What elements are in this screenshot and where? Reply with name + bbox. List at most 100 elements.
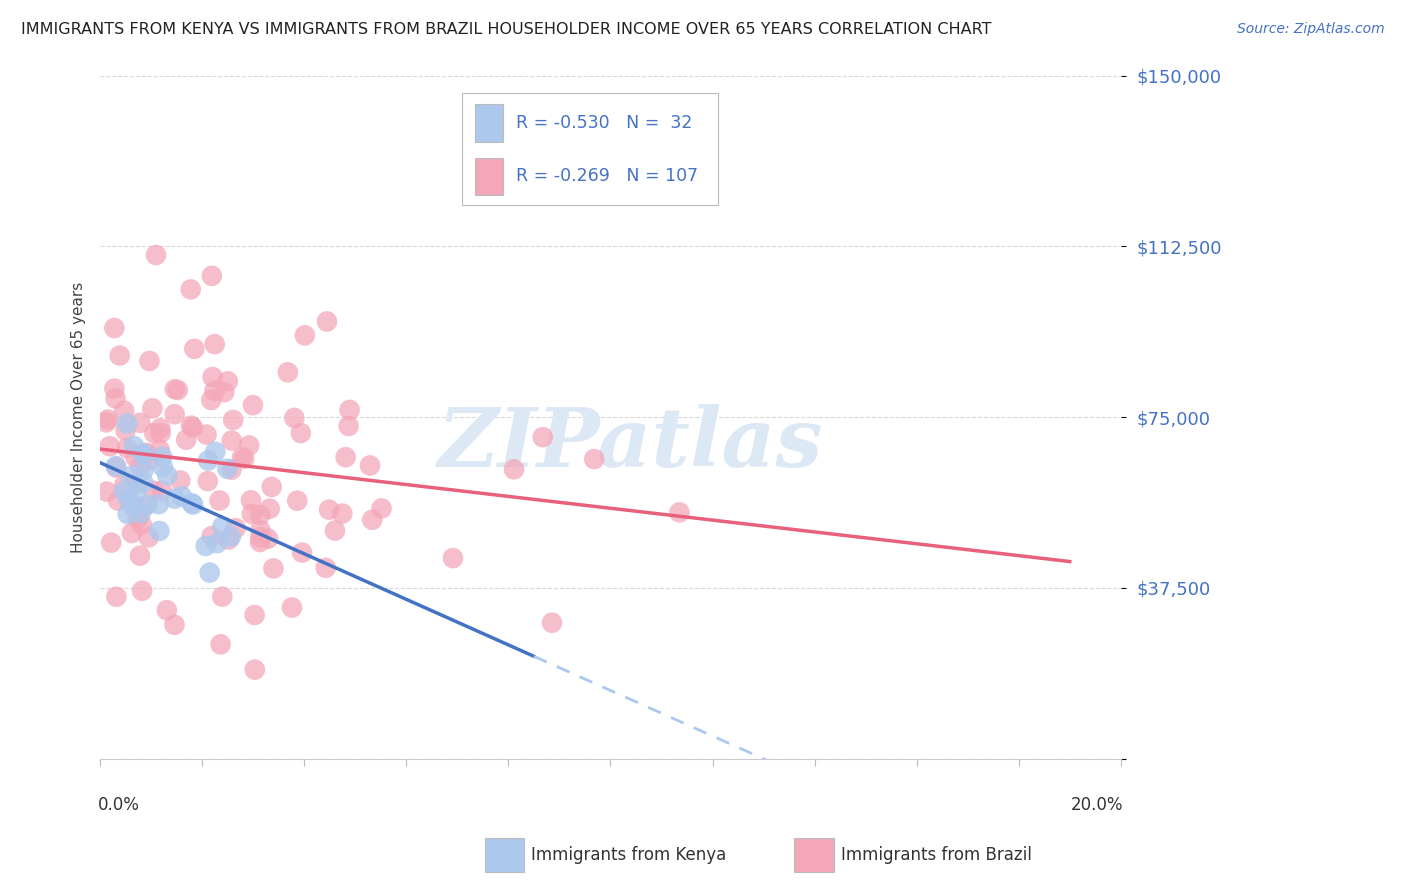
Point <box>211 590 233 604</box>
FancyBboxPatch shape <box>463 93 717 205</box>
Point <box>583 452 606 467</box>
Point <box>201 529 224 543</box>
Point <box>131 583 153 598</box>
Point <box>197 474 219 488</box>
Point <box>115 441 138 455</box>
Point <box>221 434 243 448</box>
Point <box>135 446 157 460</box>
Point <box>163 491 186 506</box>
Point <box>222 413 245 427</box>
Point <box>152 460 174 475</box>
Point <box>124 477 146 491</box>
Point <box>214 385 236 400</box>
Point <box>249 535 271 549</box>
Point <box>219 530 242 544</box>
Point <box>531 430 554 444</box>
Point <box>243 607 266 622</box>
Point <box>132 447 155 461</box>
Text: Immigrants from Kenya: Immigrants from Kenya <box>531 847 727 864</box>
Point <box>197 453 219 467</box>
Point <box>281 600 304 615</box>
Text: 20.0%: 20.0% <box>1070 797 1123 814</box>
Point <box>211 519 233 533</box>
Point <box>129 549 152 563</box>
Point <box>180 496 202 510</box>
Point <box>124 484 146 499</box>
Point <box>129 459 152 474</box>
Point <box>131 517 153 532</box>
Point <box>262 561 284 575</box>
Point <box>315 561 337 575</box>
Point <box>290 425 312 440</box>
Point <box>115 417 138 431</box>
Text: Source: ZipAtlas.com: Source: ZipAtlas.com <box>1237 22 1385 37</box>
Text: R = -0.530   N =  32: R = -0.530 N = 32 <box>516 113 692 132</box>
Point <box>183 342 205 356</box>
Point <box>257 532 280 546</box>
Point <box>138 354 160 368</box>
Point <box>294 328 316 343</box>
Point <box>316 314 339 328</box>
Point <box>217 375 239 389</box>
Point <box>503 462 526 476</box>
Point <box>127 512 149 526</box>
Point <box>318 502 340 516</box>
Point <box>149 421 172 435</box>
Point <box>283 411 305 425</box>
Point <box>97 412 120 426</box>
Point <box>249 530 271 544</box>
Point <box>98 439 121 453</box>
Point <box>103 321 125 335</box>
Point <box>323 524 346 538</box>
Point <box>163 382 186 396</box>
Point <box>129 416 152 430</box>
Point <box>174 433 197 447</box>
Point <box>233 451 256 466</box>
Point <box>122 500 145 514</box>
Point <box>122 439 145 453</box>
Point <box>112 478 135 492</box>
Point <box>359 458 381 473</box>
Point <box>169 474 191 488</box>
Point <box>291 546 314 560</box>
Y-axis label: Householder Income Over 65 years: Householder Income Over 65 years <box>72 282 86 553</box>
Point <box>105 460 128 475</box>
Point <box>117 507 139 521</box>
Point <box>107 493 129 508</box>
Point <box>124 450 146 465</box>
Text: Immigrants from Brazil: Immigrants from Brazil <box>841 847 1032 864</box>
Point <box>240 507 263 521</box>
Point <box>100 535 122 549</box>
Point <box>145 248 167 262</box>
Point <box>120 469 142 483</box>
Point <box>163 407 186 421</box>
FancyBboxPatch shape <box>475 158 503 195</box>
Point <box>198 566 221 580</box>
Text: IMMIGRANTS FROM KENYA VS IMMIGRANTS FROM BRAZIL HOUSEHOLDER INCOME OVER 65 YEARS: IMMIGRANTS FROM KENYA VS IMMIGRANTS FROM… <box>21 22 991 37</box>
Point <box>204 337 226 351</box>
Point <box>142 483 165 498</box>
Point <box>201 268 224 283</box>
Point <box>112 484 135 499</box>
Point <box>243 663 266 677</box>
Point <box>260 480 283 494</box>
Point <box>103 382 125 396</box>
Point <box>129 506 152 520</box>
Point <box>150 483 173 498</box>
Point <box>239 493 262 508</box>
Point <box>132 447 155 461</box>
Point <box>249 508 271 522</box>
Point <box>231 450 253 465</box>
Point <box>132 500 155 515</box>
Point <box>138 530 160 544</box>
Point <box>277 365 299 379</box>
Point <box>242 398 264 412</box>
Point <box>156 603 179 617</box>
Point <box>143 426 166 441</box>
Point <box>337 419 360 434</box>
Point <box>170 490 193 504</box>
Point <box>204 445 226 459</box>
Point <box>441 551 464 566</box>
Point <box>370 501 392 516</box>
Point <box>180 418 202 433</box>
